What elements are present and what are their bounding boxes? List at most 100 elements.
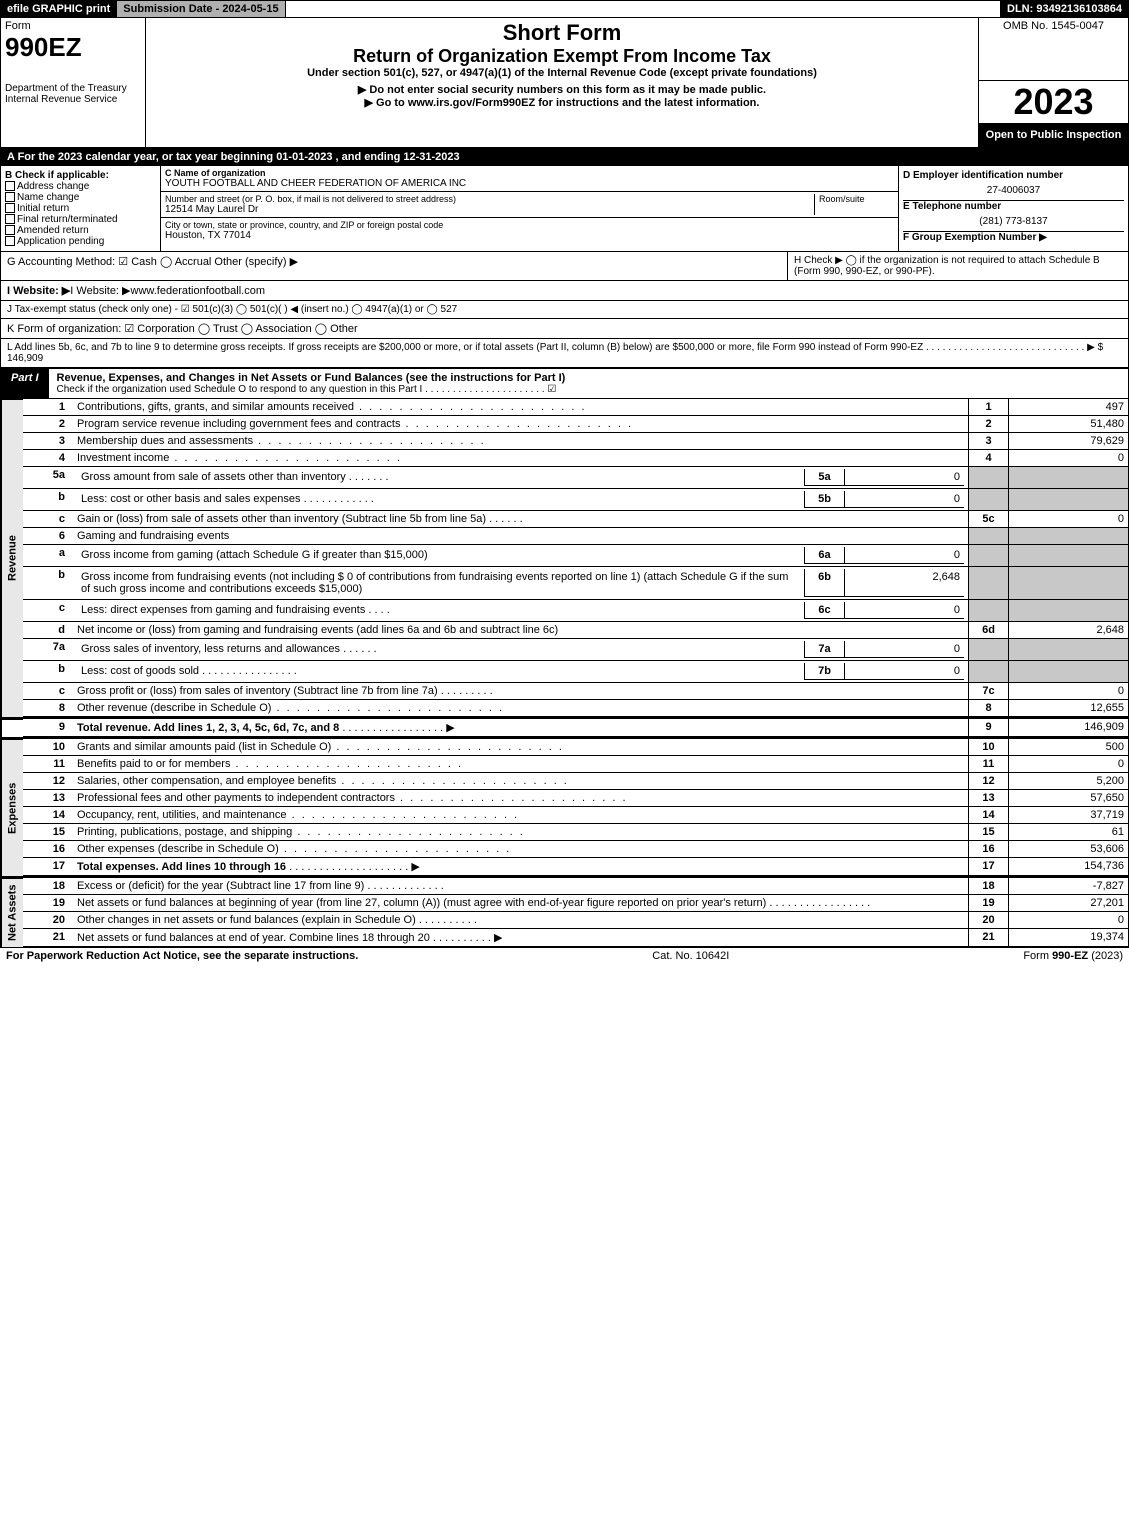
line-1-box: 1 (968, 399, 1008, 416)
line-4-text: Investment income (73, 450, 968, 467)
line-12-box: 12 (968, 773, 1008, 790)
line-5c-num: c (23, 511, 73, 528)
line-19-amt: 27,201 (1008, 895, 1128, 912)
line-3-text: Membership dues and assessments (73, 433, 968, 450)
line-7b-amt (1008, 661, 1128, 683)
footer-cat: Cat. No. 10642I (652, 950, 729, 962)
line-6b-box (968, 567, 1008, 600)
check-address-change[interactable]: Address change (5, 181, 156, 192)
line-k-form-org: K Form of organization: ☑ Corporation ◯ … (0, 319, 1129, 339)
revenue-tab: Revenue (1, 399, 23, 717)
check-amended-return[interactable]: Amended return (5, 225, 156, 236)
line-13-amt: 57,650 (1008, 790, 1128, 807)
expenses-tab: Expenses (1, 739, 23, 876)
line-20-amt: 0 (1008, 912, 1128, 929)
revenue-section: Revenue 1 Contributions, gifts, grants, … (0, 399, 1129, 717)
box-b: B Check if applicable: Address change Na… (1, 166, 161, 251)
part-i-check: Check if the organization used Schedule … (57, 384, 1120, 395)
line-13-box: 13 (968, 790, 1008, 807)
line-1-num: 1 (23, 399, 73, 416)
line-1-text: Contributions, gifts, grants, and simila… (73, 399, 968, 416)
line-i-website[interactable]: I Website: ▶I Website: ▶www.federationfo… (0, 281, 1129, 301)
line-17-amt: 154,736 (1008, 858, 1128, 876)
goto-link[interactable]: ▶ Go to www.irs.gov/Form990EZ for instru… (150, 96, 974, 109)
footer-left: For Paperwork Reduction Act Notice, see … (6, 950, 358, 962)
line-6a-text: Gross income from gaming (attach Schedul… (73, 545, 968, 567)
open-to-public: Open to Public Inspection (979, 123, 1128, 147)
room-suite-label: Room/suite (814, 194, 894, 215)
line-6c-box (968, 600, 1008, 622)
section-a-year: A For the 2023 calendar year, or tax yea… (0, 148, 1129, 166)
line-6a-box (968, 545, 1008, 567)
line-6c-amt (1008, 600, 1128, 622)
line-6b-num: b (23, 567, 73, 600)
box-c: C Name of organization YOUTH FOOTBALL AN… (161, 166, 898, 251)
line-6d-num: d (23, 622, 73, 639)
line-h-schedule-b: H Check ▶ ◯ if the organization is not r… (788, 252, 1128, 280)
omb-number: OMB No. 1545-0047 (983, 20, 1124, 32)
line-20-num: 20 (23, 912, 73, 929)
street-address: 12514 May Laurel Dr (165, 204, 814, 215)
line-8-box: 8 (968, 700, 1008, 717)
line-j-tax-exempt: J Tax-exempt status (check only one) - ☑… (0, 301, 1129, 319)
main-title: Return of Organization Exempt From Incom… (150, 46, 974, 67)
check-application-pending[interactable]: Application pending (5, 236, 156, 247)
line-7b-box (968, 661, 1008, 683)
line-6d-box: 6d (968, 622, 1008, 639)
efile-print-button[interactable]: efile GRAPHIC print (1, 1, 117, 17)
line-3-box: 3 (968, 433, 1008, 450)
line-8-amt: 12,655 (1008, 700, 1128, 717)
check-initial-return[interactable]: Initial return (5, 203, 156, 214)
topbar-spacer (286, 1, 1001, 17)
form-label: Form (5, 20, 141, 32)
line-12-amt: 5,200 (1008, 773, 1128, 790)
line-3-amt: 79,629 (1008, 433, 1128, 450)
form-header: Form 990EZ Short Form Return of Organiza… (0, 18, 1129, 148)
line-11-box: 11 (968, 756, 1008, 773)
check-name-change[interactable]: Name change (5, 192, 156, 203)
line-11-num: 11 (23, 756, 73, 773)
line-17-num: 17 (23, 858, 73, 876)
line-10-amt: 500 (1008, 739, 1128, 756)
line-9-num: 9 (23, 719, 73, 737)
ein-label: D Employer identification number (903, 170, 1124, 181)
page-footer: For Paperwork Reduction Act Notice, see … (0, 947, 1129, 964)
line-5b-num: b (23, 489, 73, 511)
line-17-text: Total expenses. Add lines 10 through 16 … (73, 858, 968, 876)
line-18-text: Excess or (deficit) for the year (Subtra… (73, 878, 968, 895)
line-19-box: 19 (968, 895, 1008, 912)
line-7c-num: c (23, 683, 73, 700)
line-18-box: 18 (968, 878, 1008, 895)
submission-date: Submission Date - 2024-05-15 (117, 1, 285, 17)
line-1-amt: 497 (1008, 399, 1128, 416)
check-final-return[interactable]: Final return/terminated (5, 214, 156, 225)
line-6-num: 6 (23, 528, 73, 545)
line-7b-text: Less: cost of goods sold . . . . . . . .… (73, 661, 968, 683)
line-7a-num: 7a (23, 639, 73, 661)
do-not-enter: ▶ Do not enter social security numbers o… (150, 83, 974, 96)
line-10-num: 10 (23, 739, 73, 756)
part-i-header: Part I Revenue, Expenses, and Changes in… (0, 368, 1129, 399)
line-5a-box (968, 467, 1008, 489)
expenses-section: Expenses 10 Grants and similar amounts p… (0, 737, 1129, 876)
line-6c-num: c (23, 600, 73, 622)
line-21-num: 21 (23, 929, 73, 947)
line-3-num: 3 (23, 433, 73, 450)
line-17-box: 17 (968, 858, 1008, 876)
line-13-num: 13 (23, 790, 73, 807)
line-15-box: 15 (968, 824, 1008, 841)
line-10-box: 10 (968, 739, 1008, 756)
line-2-text: Program service revenue including govern… (73, 416, 968, 433)
line-4-box: 4 (968, 450, 1008, 467)
line-2-num: 2 (23, 416, 73, 433)
ein: 27-4006037 (903, 181, 1124, 201)
line-9-spacer (1, 719, 23, 737)
line-6-text: Gaming and fundraising events (73, 528, 968, 545)
line-11-text: Benefits paid to or for members (73, 756, 968, 773)
line-5b-text: Less: cost or other basis and sales expe… (73, 489, 968, 511)
org-name: YOUTH FOOTBALL AND CHEER FEDERATION OF A… (165, 178, 894, 189)
line-2-amt: 51,480 (1008, 416, 1128, 433)
topbar: efile GRAPHIC print Submission Date - 20… (0, 0, 1129, 18)
line-12-num: 12 (23, 773, 73, 790)
box-d-e-f: D Employer identification number 27-4006… (898, 166, 1128, 251)
